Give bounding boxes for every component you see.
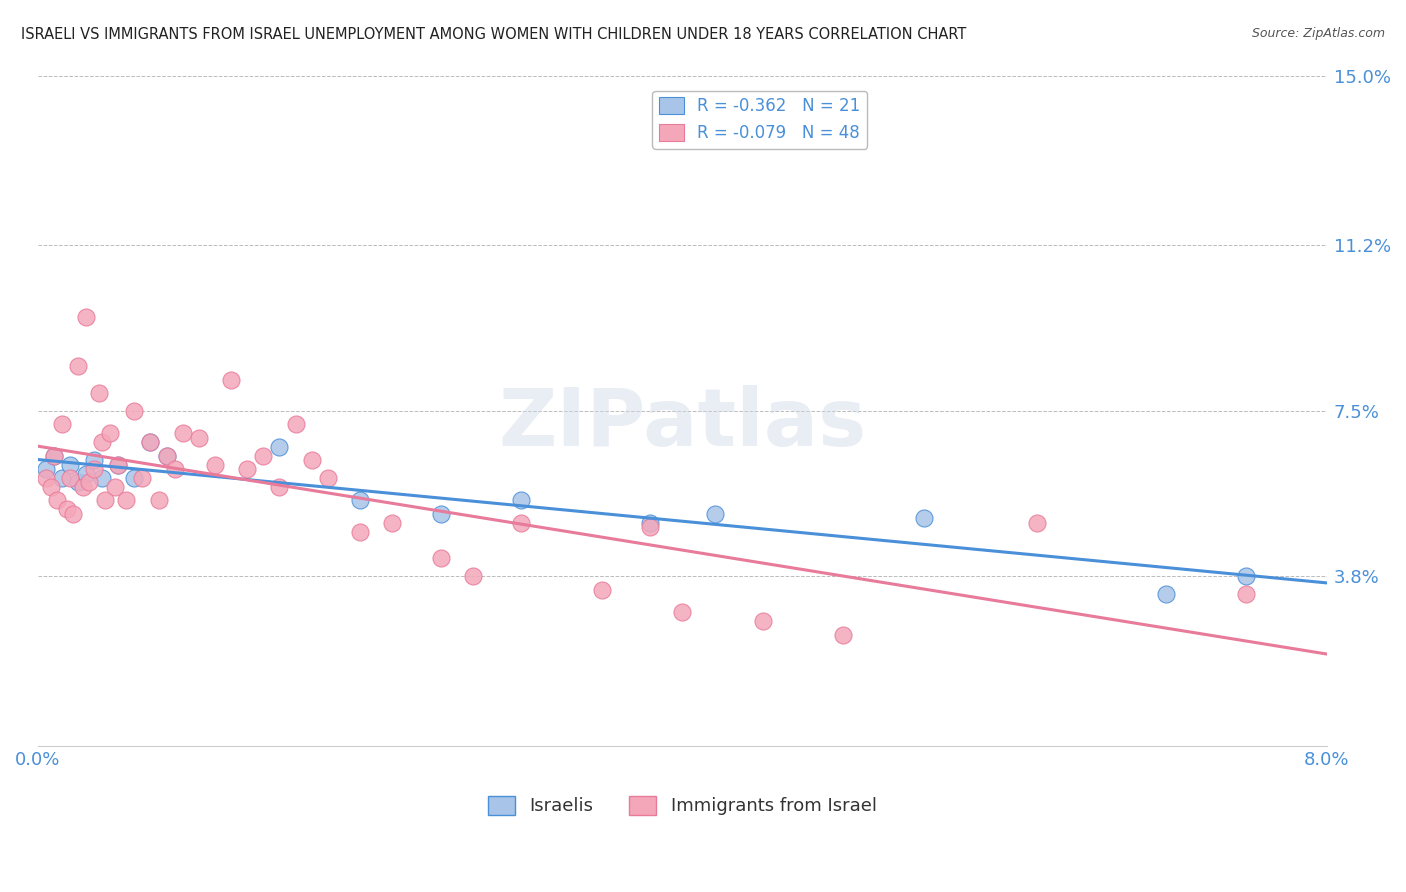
Point [156, 449, 179, 463]
Point [510, 493, 533, 508]
Point [124, 404, 146, 418]
Point [104, 480, 127, 494]
Point [94, 493, 117, 508]
Point [671, 605, 693, 619]
Point [115, 493, 138, 508]
Point [591, 582, 613, 597]
Point [912, 511, 935, 525]
Point [42, 449, 65, 463]
Point [66, 359, 89, 374]
Point [752, 614, 775, 628]
Point [35, 471, 58, 485]
Point [75, 467, 97, 481]
Point [703, 507, 725, 521]
Point [284, 417, 307, 432]
Point [66, 475, 89, 490]
Point [1234, 587, 1257, 601]
Point [35, 462, 58, 476]
Text: ZIPatlas: ZIPatlas [498, 385, 866, 463]
Point [46, 493, 69, 508]
Point [55, 502, 77, 516]
Point [461, 569, 484, 583]
Point [269, 480, 291, 494]
Point [236, 462, 259, 476]
Point [429, 551, 451, 566]
Point [187, 431, 209, 445]
Point [139, 435, 162, 450]
Point [83, 462, 105, 476]
Point [107, 458, 129, 472]
Point [72, 480, 94, 494]
Point [219, 373, 242, 387]
Point [1154, 587, 1177, 601]
Point [349, 493, 371, 508]
Point [51, 471, 73, 485]
Point [91, 471, 114, 485]
Point [131, 471, 153, 485]
Point [59, 458, 82, 472]
Point [75, 310, 97, 324]
Point [301, 453, 323, 467]
Point [163, 462, 186, 476]
Point [1025, 516, 1047, 530]
Point [107, 458, 129, 472]
Text: Source: ZipAtlas.com: Source: ZipAtlas.com [1251, 27, 1385, 40]
Point [51, 417, 73, 432]
Point [42, 449, 65, 463]
Point [252, 449, 274, 463]
Point [77, 475, 100, 490]
Point [832, 627, 855, 641]
Point [124, 471, 146, 485]
Point [148, 493, 170, 508]
Point [204, 458, 226, 472]
Point [1234, 569, 1257, 583]
Point [98, 426, 121, 441]
Point [139, 435, 162, 450]
Point [510, 516, 533, 530]
Point [429, 507, 451, 521]
Point [156, 449, 179, 463]
Point [87, 386, 110, 401]
Point [91, 435, 114, 450]
Text: ISRAELI VS IMMIGRANTS FROM ISRAEL UNEMPLOYMENT AMONG WOMEN WITH CHILDREN UNDER 1: ISRAELI VS IMMIGRANTS FROM ISRAEL UNEMPL… [21, 27, 966, 42]
Point [172, 426, 194, 441]
Point [39, 480, 62, 494]
Point [638, 520, 661, 534]
Point [381, 516, 404, 530]
Point [62, 507, 84, 521]
Point [269, 440, 291, 454]
Point [638, 516, 661, 530]
Point [59, 471, 82, 485]
Point [316, 471, 339, 485]
Legend: Israelis, Immigrants from Israel: Israelis, Immigrants from Israel [481, 789, 884, 822]
Point [349, 524, 371, 539]
Point [83, 453, 105, 467]
